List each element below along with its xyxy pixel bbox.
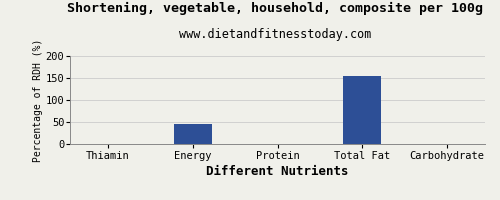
Y-axis label: Percentage of RDH (%): Percentage of RDH (%) — [33, 38, 43, 162]
X-axis label: Different Nutrients: Different Nutrients — [206, 165, 349, 178]
Text: Shortening, vegetable, household, composite per 100g: Shortening, vegetable, household, compos… — [67, 2, 483, 15]
Bar — [343, 76, 382, 144]
Text: www.dietandfitnesstoday.com: www.dietandfitnesstoday.com — [179, 28, 371, 41]
Bar — [174, 124, 212, 144]
